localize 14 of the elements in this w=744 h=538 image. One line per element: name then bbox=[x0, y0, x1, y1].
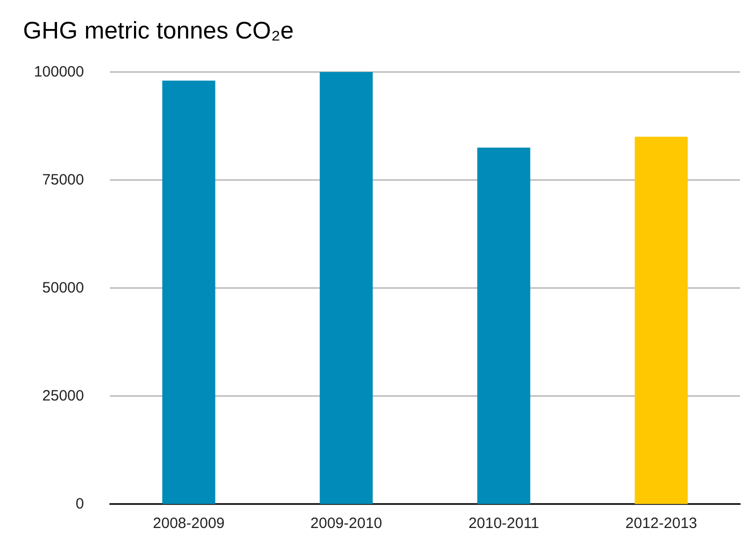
y-tick-label: 100000 bbox=[34, 64, 84, 80]
x-tick-label: 2009-2010 bbox=[310, 515, 382, 532]
x-tick-label: 2010-2011 bbox=[468, 515, 540, 532]
bar bbox=[634, 136, 688, 504]
chart-title: GHG metric tonnes CO₂e bbox=[23, 18, 294, 44]
bar bbox=[477, 148, 530, 504]
y-tick-label: 25000 bbox=[42, 388, 84, 404]
x-tick-label: 2012-2013 bbox=[625, 515, 698, 532]
y-tick-label: 0 bbox=[76, 496, 84, 512]
bar bbox=[320, 72, 373, 504]
x-tick-label: 2008-2009 bbox=[152, 515, 225, 532]
bar bbox=[162, 80, 216, 504]
y-tick-label: 75000 bbox=[42, 172, 84, 188]
y-tick-label: 50000 bbox=[42, 280, 84, 296]
